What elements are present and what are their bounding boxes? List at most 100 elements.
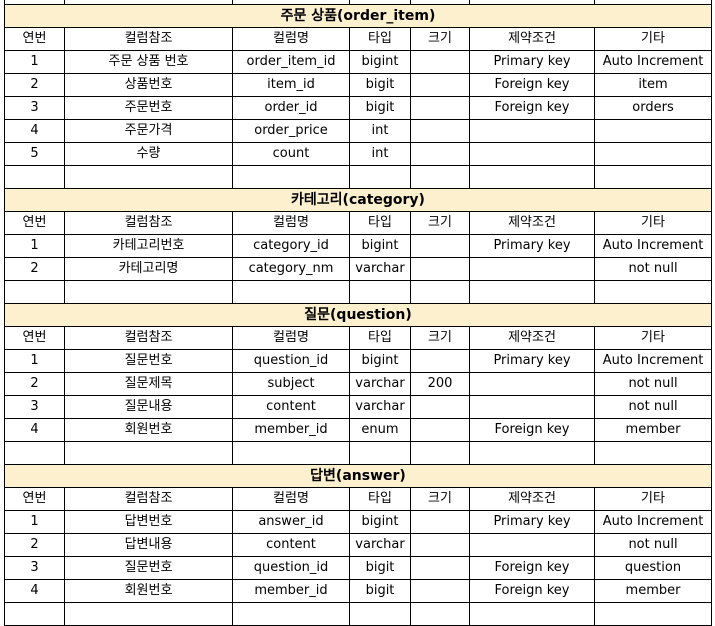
table-cell: 회원번호 <box>64 418 233 442</box>
table-cell: orders <box>594 96 712 120</box>
section-title-row: 답변(answer) <box>4 464 712 488</box>
column-header-row: 연번 컬럼참조 컬럼명 타입 크기 제약조건 기타 <box>4 487 712 511</box>
table-cell: subject <box>232 372 350 396</box>
table-cell: bigit <box>349 73 411 97</box>
table-cell <box>410 50 470 74</box>
blank-cell <box>410 602 470 626</box>
blank-cell <box>232 165 350 189</box>
column-header: 컬럼명 <box>232 326 350 350</box>
section-title-row: 주문 상품(order_item) <box>4 4 712 28</box>
table-cell <box>410 142 470 166</box>
blank-cell <box>232 280 350 304</box>
blank-cell <box>594 602 712 626</box>
table-cell: not null <box>594 395 712 419</box>
table-cell: 상품번호 <box>64 73 233 97</box>
table-row: 5 수량 count int <box>4 142 712 166</box>
table-cell: 주문번호 <box>64 96 233 120</box>
table-cell: question_id <box>232 556 350 580</box>
table-cell: item <box>594 73 712 97</box>
table-cell <box>410 418 470 442</box>
blank-cell <box>410 280 470 304</box>
blank-cell <box>4 441 65 465</box>
table-cell: bigint <box>349 349 411 373</box>
table-cell <box>410 349 470 373</box>
table-cell: Foreign key <box>469 73 595 97</box>
table-cell: 1 <box>4 349 65 373</box>
table-cell: 3 <box>4 96 65 120</box>
table-row: 1 답변번호 answer_id bigint Primary key Auto Incr… <box>4 510 712 534</box>
table-cell: 2 <box>4 73 65 97</box>
column-header: 기타 <box>594 211 712 235</box>
table-cell: Foreign key <box>469 418 595 442</box>
column-header: 컬럼참조 <box>64 27 233 51</box>
table-cell: Auto Increment <box>594 50 712 74</box>
blank-cell <box>594 441 712 465</box>
column-header: 컬럼참조 <box>64 487 233 511</box>
table-cell: order_price <box>232 119 350 143</box>
table-cell: varchar <box>349 395 411 419</box>
table-cell: member_id <box>232 418 350 442</box>
table-cell: not null <box>594 372 712 396</box>
table-cell: 2 <box>4 533 65 557</box>
blank-cell <box>469 602 595 626</box>
section-title: 카테고리(category) <box>4 188 712 212</box>
table-cell: member <box>594 579 712 603</box>
blank-cell <box>64 602 233 626</box>
table-cell: 질문번호 <box>64 556 233 580</box>
table-cell <box>410 119 470 143</box>
section-title: 주문 상품(order_item) <box>4 4 712 28</box>
table-row: 3 주문번호 order_id bigit Foreign key orders <box>4 96 712 120</box>
table-row: 2 상품번호 item_id bigit Foreign key item <box>4 73 712 97</box>
table-cell: 2 <box>4 257 65 281</box>
table-cell: 1 <box>4 510 65 534</box>
table-cell: 답변내용 <box>64 533 233 557</box>
column-header: 컬럼참조 <box>64 211 233 235</box>
table-cell: Primary key <box>469 510 595 534</box>
column-header: 크기 <box>410 211 470 235</box>
table-cell: category_id <box>232 234 350 258</box>
blank-cell <box>469 280 595 304</box>
table-cell: member <box>594 418 712 442</box>
column-header: 제약조건 <box>469 27 595 51</box>
table-cell: Primary key <box>469 50 595 74</box>
table-cell <box>469 372 595 396</box>
blank-cell <box>64 441 233 465</box>
table-cell: category_nm <box>232 257 350 281</box>
column-header: 컬럼명 <box>232 211 350 235</box>
table-row: 4 주문가격 order_price int <box>4 119 712 143</box>
column-header: 기타 <box>594 487 712 511</box>
table-cell: 답변번호 <box>64 510 233 534</box>
table-cell <box>469 533 595 557</box>
blank-cell <box>4 602 65 626</box>
blank-cell <box>349 165 411 189</box>
table-row: 1 주문 상품 번호 order_item_id bigint Primary key A… <box>4 50 712 74</box>
blank-cell <box>4 280 65 304</box>
table-cell: content <box>232 395 350 419</box>
blank-row <box>4 165 712 189</box>
blank-cell <box>232 602 350 626</box>
table-cell: varchar <box>349 257 411 281</box>
table-row: 2 질문제목 subject varchar 200 not null <box>4 372 712 396</box>
table-cell: bigint <box>349 510 411 534</box>
table-cell: item_id <box>232 73 350 97</box>
table-cell: bigit <box>349 579 411 603</box>
table-cell <box>594 119 712 143</box>
blank-row <box>4 280 712 304</box>
blank-cell <box>232 441 350 465</box>
table-cell: enum <box>349 418 411 442</box>
table-cell: 2 <box>4 372 65 396</box>
table-cell: 4 <box>4 119 65 143</box>
table-cell: 주문가격 <box>64 119 233 143</box>
blank-cell <box>594 280 712 304</box>
section-title: 답변(answer) <box>4 464 712 488</box>
table-cell: 회원번호 <box>64 579 233 603</box>
table-cell: order_item_id <box>232 50 350 74</box>
schema-table: 주문 상품(order_item) 연번 컬럼참조 컬럼명 타입 크기 제약조건 기타 1 주문 … <box>4 0 712 626</box>
column-header: 기타 <box>594 27 712 51</box>
table-cell: 3 <box>4 395 65 419</box>
table-cell: Primary key <box>469 349 595 373</box>
column-header-row: 연번 컬럼참조 컬럼명 타입 크기 제약조건 기타 <box>4 211 712 235</box>
table-cell: Auto Increment <box>594 510 712 534</box>
table-row: 2 카테고리명 category_nm varchar not null <box>4 257 712 281</box>
table-cell <box>410 96 470 120</box>
